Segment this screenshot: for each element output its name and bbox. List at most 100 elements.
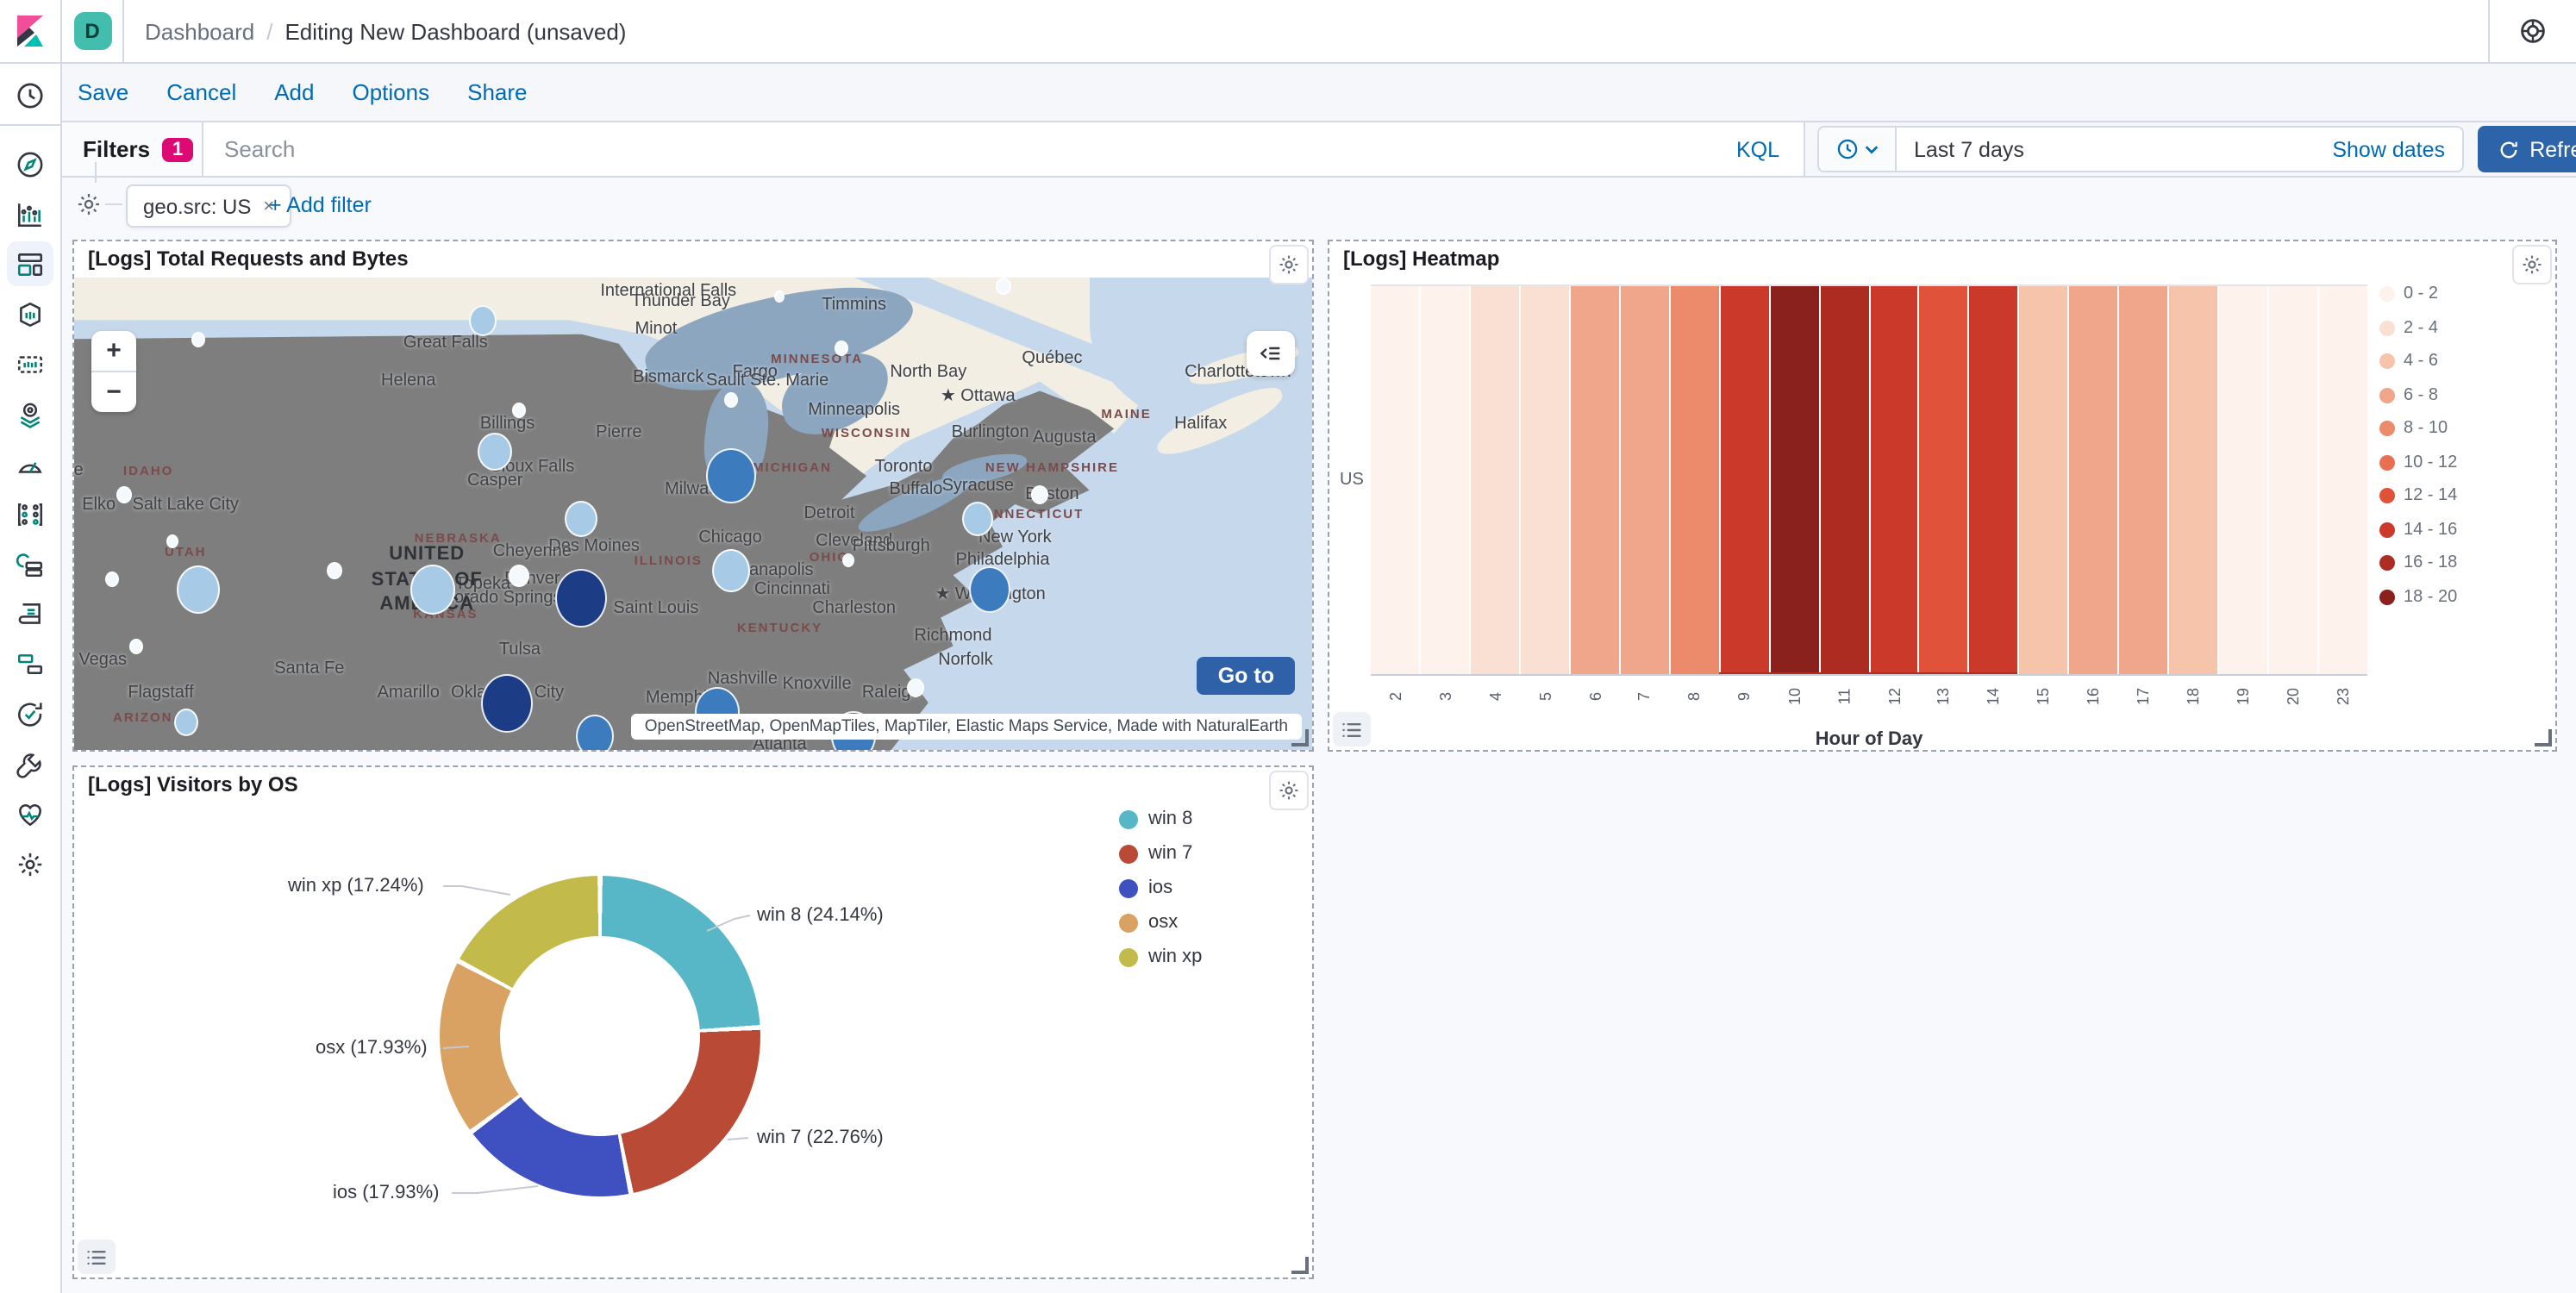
- time-range-value[interactable]: Last 7 days: [1914, 137, 2024, 161]
- search-input[interactable]: [203, 136, 1712, 162]
- heatmap-cell-hour-11[interactable]: [1820, 286, 1869, 674]
- map-data-bubble[interactable]: [116, 486, 132, 504]
- dashboard-icon[interactable]: [7, 241, 53, 286]
- toolbar-save-button[interactable]: Save: [78, 78, 129, 104]
- pie-legend-item-win8[interactable]: win 8: [1119, 809, 1202, 829]
- kibana-logo[interactable]: [14, 14, 48, 48]
- map-data-bubble[interactable]: [995, 278, 1010, 296]
- panel-resize-handle[interactable]: [1291, 729, 1309, 746]
- map-data-bubble[interactable]: [575, 714, 614, 750]
- map-data-bubble[interactable]: [104, 572, 119, 588]
- pie-legend-item-winxp[interactable]: win xp: [1119, 946, 1202, 967]
- stack-monitoring-icon[interactable]: [7, 791, 53, 836]
- panel-title[interactable]: [Logs] Total Requests and Bytes: [74, 241, 1312, 278]
- map-data-bubble[interactable]: [176, 565, 220, 614]
- heatmap-legend-item[interactable]: 0 - 2: [2379, 284, 2457, 303]
- map-data-bubble[interactable]: [191, 331, 205, 347]
- heatmap-cell-hour-6[interactable]: [1570, 286, 1619, 674]
- map-canvas[interactable]: Minot Great Falls Helena Billings Bismarck Fa…: [74, 278, 1312, 750]
- map-data-bubble[interactable]: [128, 638, 143, 654]
- uptime-icon[interactable]: [7, 691, 53, 736]
- map-data-bubble[interactable]: [969, 565, 1011, 613]
- map-attribution[interactable]: OpenStreetMap, OpenMapTiles, MapTiler, E…: [630, 714, 1302, 740]
- kql-button[interactable]: KQL: [1735, 137, 1779, 161]
- map-data-bubble[interactable]: [326, 561, 342, 579]
- heatmap-cell-hour-5[interactable]: [1520, 286, 1569, 674]
- map-data-bubble[interactable]: [711, 548, 750, 592]
- map-data-bubble[interactable]: [705, 448, 756, 504]
- map-data-bubble[interactable]: [166, 534, 179, 549]
- panel-options-gear-icon[interactable]: [2512, 245, 2552, 284]
- heatmap-legend-item[interactable]: 18 - 20: [2379, 587, 2457, 606]
- goto-button[interactable]: Go to: [1197, 657, 1295, 695]
- heatmap-cell-hour-8[interactable]: [1670, 286, 1719, 674]
- map-data-bubble[interactable]: [1031, 485, 1049, 505]
- time-picker-quick-menu[interactable]: [1819, 128, 1897, 171]
- map-data-bubble[interactable]: [173, 708, 198, 736]
- heatmap-cell-hour-9[interactable]: [1720, 286, 1769, 674]
- space-switcher[interactable]: D: [60, 0, 124, 62]
- heatmap-legend-item[interactable]: 12 - 14: [2379, 486, 2457, 505]
- enterprise-search-icon[interactable]: [7, 541, 53, 586]
- map-data-bubble[interactable]: [723, 392, 738, 409]
- legend-toggle-button[interactable]: [1333, 712, 1371, 746]
- heatmap-legend-item[interactable]: 6 - 8: [2379, 385, 2457, 404]
- dev-tools-icon[interactable]: [7, 741, 53, 786]
- heatmap-cell-hour-12[interactable]: [1870, 286, 1918, 674]
- map-data-bubble[interactable]: [468, 304, 497, 336]
- heatmap-cell-hour-23[interactable]: [2319, 286, 2368, 674]
- pie-legend-item-win7[interactable]: win 7: [1119, 843, 1202, 864]
- filters-dropdown[interactable]: Filters 1: [60, 122, 203, 176]
- map-data-bubble[interactable]: [907, 678, 925, 698]
- recently-viewed-icon[interactable]: [7, 72, 53, 117]
- heatmap-legend-item[interactable]: 14 - 16: [2379, 520, 2457, 539]
- heatmap-legend-item[interactable]: 2 - 4: [2379, 318, 2457, 337]
- toolbar-share-button[interactable]: Share: [467, 78, 528, 104]
- heatmap-cell-hour-17[interactable]: [2119, 286, 2168, 674]
- heatmap-cell-hour-10[interactable]: [1770, 286, 1819, 674]
- panel-options-gear-icon[interactable]: [1269, 771, 1309, 810]
- toolbar-cancel-button[interactable]: Cancel: [166, 78, 237, 104]
- heatmap-plot[interactable]: [1371, 284, 2368, 674]
- metrics-icon[interactable]: [7, 441, 53, 486]
- map-data-bubble[interactable]: [478, 433, 513, 472]
- logs-icon[interactable]: [7, 591, 53, 636]
- heatmap-cell-hour-7[interactable]: [1620, 286, 1669, 674]
- filter-options-gear-icon[interactable]: [76, 191, 102, 217]
- map-data-bubble[interactable]: [555, 569, 608, 628]
- panel-resize-handle[interactable]: [2535, 729, 2552, 746]
- zoom-out-button[interactable]: −: [91, 372, 136, 412]
- panel-resize-handle[interactable]: [1291, 1257, 1309, 1274]
- heatmap-cell-hour-3[interactable]: [1420, 286, 1469, 674]
- pie-legend-item-osx[interactable]: osx: [1119, 912, 1202, 933]
- toolbar-options-button[interactable]: Options: [352, 78, 430, 104]
- panel-title[interactable]: [Logs] Heatmap: [1329, 241, 2555, 278]
- canvas-icon[interactable]: [7, 291, 53, 336]
- heatmap-legend-item[interactable]: 10 - 12: [2379, 453, 2457, 472]
- zoom-in-button[interactable]: +: [91, 331, 136, 372]
- breadcrumb-dashboard[interactable]: Dashboard: [145, 18, 255, 44]
- graph-icon[interactable]: [7, 491, 53, 536]
- heatmap-cell-hour-2[interactable]: [1371, 286, 1419, 674]
- map-data-bubble[interactable]: [774, 290, 785, 303]
- legend-toggle-button[interactable]: [78, 1240, 116, 1274]
- help-menu-button[interactable]: [2488, 0, 2576, 62]
- toolbar-add-button[interactable]: Add: [274, 78, 315, 104]
- heatmap-legend-item[interactable]: 8 - 10: [2379, 419, 2457, 438]
- discover-icon[interactable]: [7, 141, 53, 186]
- map-data-bubble[interactable]: [565, 500, 598, 537]
- heatmap-cell-hour-18[interactable]: [2169, 286, 2218, 674]
- heatmap-cell-hour-14[interactable]: [1969, 286, 2018, 674]
- add-filter-button[interactable]: + Add filter: [269, 193, 372, 217]
- filter-pill[interactable]: geo.src: US ×: [126, 184, 292, 228]
- panel-title[interactable]: [Logs] Visitors by OS: [74, 767, 1312, 803]
- pie-legend-item-ios[interactable]: ios: [1119, 878, 1202, 898]
- apm-icon[interactable]: [7, 641, 53, 686]
- map-data-bubble[interactable]: [509, 564, 530, 587]
- map-data-bubble[interactable]: [410, 564, 456, 615]
- map-layers-button[interactable]: [1247, 331, 1295, 376]
- heatmap-cell-hour-4[interactable]: [1470, 286, 1519, 674]
- map-data-bubble[interactable]: [512, 402, 527, 418]
- map-data-bubble[interactable]: [841, 553, 854, 568]
- heatmap-legend-item[interactable]: 4 - 6: [2379, 352, 2457, 371]
